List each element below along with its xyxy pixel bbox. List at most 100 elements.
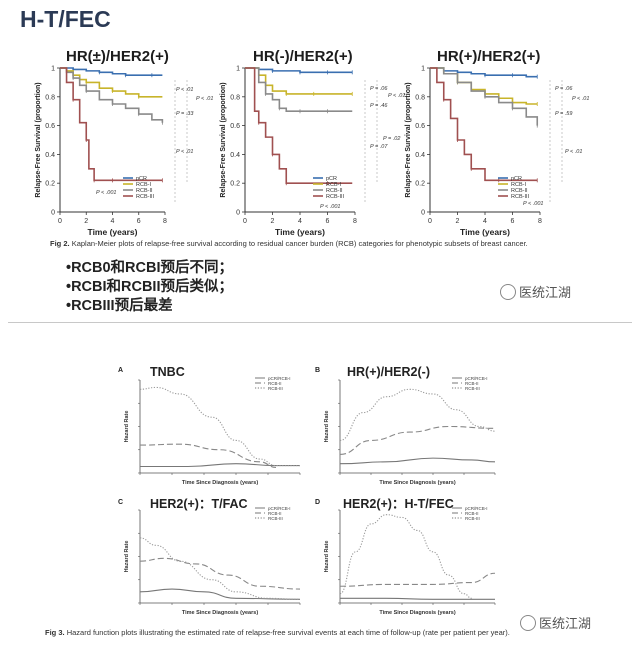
bullet-2: •RCBI和RCBII预后类似；	[66, 279, 233, 295]
section-divider	[8, 322, 632, 323]
legend-label-rcb-ii: RCB-II	[511, 188, 528, 194]
legend-label-rcb-ii: RCB-II	[326, 188, 343, 194]
watermark-bottom: 医统江湖	[520, 613, 591, 632]
y-tick-label-2: 0.2	[230, 181, 240, 188]
hazard-legend-label: RCB-II	[465, 381, 479, 386]
hazard-y-axis-label: Hazard Rate	[124, 541, 130, 573]
legend-label-rcb-ii: RCB-II	[136, 188, 153, 194]
hazard-legend-label: pCR/RCB-I	[268, 506, 291, 511]
km-curve-rcb-ii	[60, 67, 164, 123]
hazard-curve-pcr-rcb1	[139, 463, 300, 468]
p-value-label: P < .01	[176, 149, 193, 155]
watermark-text-bottom: 医统江湖	[539, 616, 592, 631]
hazard-legend-label: RCB-II	[465, 511, 479, 516]
wechat-icon	[520, 615, 536, 631]
fig2-caption: Fig 2. Kaplan-Meier plots of relapse-fre…	[50, 239, 528, 248]
legend-label-rcb-i: RCB-I	[326, 182, 341, 188]
km-panel-title-2: HR(-)/HER2(+)	[253, 48, 353, 65]
wechat-icon	[500, 284, 516, 300]
y-tick-label-1: 0.4	[45, 152, 55, 159]
x-tick-label-1: 6	[137, 218, 141, 225]
x-tick-label-3: 4	[483, 218, 487, 225]
hazard-legend-label: pCR/RCB-I	[465, 506, 488, 511]
x-tick-label-1: 4	[111, 218, 115, 225]
km-curve-pcr	[245, 67, 353, 74]
p-value-label: P < .01	[388, 93, 405, 99]
y-tick-label-1: 0.6	[45, 123, 55, 130]
p-value-label: P = .59	[555, 111, 572, 117]
x-tick-label-2: 4	[298, 218, 302, 225]
x-tick-label-2: 2	[271, 218, 275, 225]
hazard-curve-rcb2	[139, 557, 301, 590]
x-tick-label-3: 6	[511, 218, 515, 225]
x-tick-label-1: 0	[58, 218, 62, 225]
y-tick-label-3: 0.8	[415, 94, 425, 101]
legend-label-rcb-iii: RCB-III	[326, 194, 345, 200]
legend-label-rcb-iii: RCB-III	[511, 194, 530, 200]
fig3-caption: Fig 3. Hazard function plots illustratin…	[45, 628, 510, 637]
hazard-legend-label: RCB-III	[268, 386, 283, 391]
hazard-y-axis-label: Hazard Rate	[124, 411, 130, 443]
watermark-text-top: 医统江湖	[519, 285, 572, 300]
p-value-label: P < .01	[572, 96, 589, 102]
y-tick-label-1: 0.2	[45, 181, 55, 188]
hazard-curve-pcr-rcb1	[139, 588, 301, 600]
x-tick-label-1: 8	[163, 218, 167, 225]
hazard-legend-label: RCB-II	[268, 381, 282, 386]
hazard-name-b: HR(+)/HER2(-)	[347, 365, 430, 379]
hazard-x-axis-label: Time Since Diagnosis (years)	[379, 610, 455, 616]
y-tick-label-2: 0.8	[230, 94, 240, 101]
panel-letter-d: D	[315, 499, 320, 506]
hazard-name-a: TNBC	[150, 365, 185, 379]
hazard-curve-rcb3	[339, 388, 496, 441]
x-tick-label-2: 0	[243, 218, 247, 225]
p-value-label: P < .001	[96, 190, 116, 196]
x-tick-label-3: 8	[538, 218, 542, 225]
y-tick-label-3: 0.2	[415, 181, 425, 188]
y-tick-label-1: 1	[51, 66, 55, 73]
y-tick-label-3: 1	[421, 66, 425, 73]
x-tick-label-2: 8	[353, 218, 357, 225]
legend-label-rcb-i: RCB-I	[511, 182, 526, 188]
hazard-y-axis-label: Hazard Rate	[324, 411, 330, 443]
hazard-name-c: HER2(+)：T/FAC	[150, 497, 248, 511]
x-tick-label-1: 2	[84, 218, 88, 225]
hazard-curve-pcr-rcb1	[340, 597, 495, 600]
km-curve-rcb-ii	[430, 67, 539, 126]
p-value-label: P = .33	[176, 111, 194, 117]
p-value-label: P < .001	[523, 201, 543, 207]
hazard-x-axis-label: Time Since Diagnosis (years)	[379, 480, 455, 486]
hazard-legend-label: RCB-III	[268, 516, 283, 521]
legend-label-pcr: pCR	[511, 176, 522, 182]
hazard-figure: A Time Since Diagnosis (years) Hazard Rate…	[118, 367, 496, 616]
km-curve-pcr	[430, 67, 538, 78]
x-axis-label-3: Time (years)	[460, 227, 510, 237]
p-value-label: P = .07	[370, 144, 388, 150]
hazard-name-d: HER2(+)：H-T/FEC	[343, 497, 454, 511]
hazard-legend-label: pCR/RCB-I	[268, 376, 291, 381]
bullet-1: •RCB0和RCBI预后不同；	[66, 260, 233, 276]
km-curve-rcb-iii	[430, 67, 538, 182]
fig3-caption-text: Hazard function plots illustrating the e…	[66, 628, 510, 637]
p-value-label: P = .46	[370, 103, 388, 109]
watermark-top: 医统江湖	[500, 282, 571, 301]
y-tick-label-3: 0.6	[415, 123, 425, 130]
hazard-x-axis-label: Time Since Diagnosis (years)	[182, 480, 258, 486]
y-tick-label-3: 0	[421, 210, 425, 217]
p-value-label: P < .01	[565, 149, 582, 155]
x-tick-label-3: 2	[456, 218, 460, 225]
fig2-caption-text: Kaplan-Meier plots of relapse-free survi…	[71, 239, 528, 248]
km-curve-rcb-iii	[245, 67, 353, 184]
y-tick-label-2: 1	[236, 66, 240, 73]
y-tick-label-1: 0.8	[45, 94, 55, 101]
km-curve-rcb-i	[60, 67, 163, 98]
hazard-curve-rcb3	[139, 386, 300, 467]
y-axis-label-2: Relapse-Free Survival (proportion)	[220, 82, 227, 197]
fig3-caption-label: Fig 3.	[45, 628, 65, 637]
hazard-legend-label: RCB-III	[465, 386, 480, 391]
hazard-curve-rcb3	[339, 514, 472, 599]
legend-label-rcb-iii: RCB-III	[136, 194, 155, 200]
legend-label-pcr: pCR	[136, 176, 147, 182]
p-value-label: P < .01	[196, 96, 213, 102]
hazard-legend-label: pCR/RCB-I	[465, 376, 488, 381]
